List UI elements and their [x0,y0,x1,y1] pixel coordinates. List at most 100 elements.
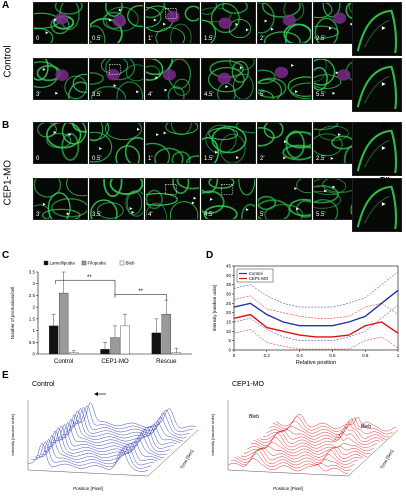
arrowhead-marker [68,133,72,137]
nucleus [282,14,297,26]
bar-filopodia [58,292,69,355]
timepoint-label: 0.5' [92,156,102,162]
inset-a2 [352,58,402,112]
lower-bound-line [233,329,399,350]
bar-lamellipodia [100,349,110,355]
micrograph-tile: 4.5' [201,178,256,220]
plot-title: CEP1-MO [232,381,264,388]
micrograph-tile: 1.5' [201,122,256,164]
cell-membrane [165,123,199,135]
cell-membrane [228,19,251,39]
significance-marker: ** [138,289,143,295]
cell-membrane [202,19,217,43]
arrowhead-marker [350,22,354,26]
cell-membrane [231,60,249,83]
timepoint-label: 3' [36,92,41,98]
cell-membrane [103,179,123,198]
upper-bound-line [233,295,399,319]
timepoint-label: 2.5' [316,156,326,162]
y-tick-label: 3 [32,281,35,286]
cell-membrane [90,131,113,163]
micrograph-tile: 3.5' [89,58,144,100]
category-label: Control [54,359,73,365]
arrowhead-marker [55,91,59,95]
inset-b1 [352,122,402,176]
arrowhead-marker [225,85,229,88]
timepoint-label: 2' [260,156,265,162]
arrowhead-marker [163,22,166,26]
bar-filopodia [161,313,172,355]
cell-membrane [72,73,87,93]
timepoint-label: 2' [260,36,265,42]
cell-membrane [170,123,192,136]
cell-membrane [146,59,174,76]
bleb-annotation: Bleb [361,424,371,430]
cell-membrane [222,3,248,14]
cell-membrane [184,5,199,22]
cell-membrane [173,78,191,96]
cell-membrane [364,75,390,104]
arrowhead-marker [295,90,298,94]
cell-membrane [331,135,355,150]
direction-arrowhead [94,392,98,396]
micrograph-image [258,179,311,219]
cell-membrane [146,189,163,210]
cell-membrane [285,130,305,159]
arrowhead-marker [118,8,122,12]
inset-image [356,185,398,230]
arrowhead-marker [164,88,168,92]
significance-bracket [55,279,116,296]
micrograph-image [34,3,83,43]
y-tick-label: 20 [226,310,232,315]
cell-membrane [356,9,398,54]
cell-membrane [282,144,311,161]
cell-membrane [127,4,143,28]
chart-e-control: Control Position [Pixel] Intensity [random… [10,381,199,491]
y-axis-label: Intensity [random units] [210,414,215,455]
kymograph-trace [75,402,197,429]
nucleus [106,68,120,81]
cell-membrane [314,185,340,204]
cell-membrane [146,7,162,28]
bleb-annotation: Bleb [249,414,259,420]
cell-membrane [124,137,143,163]
x-tick-label: 1 [397,353,400,358]
cell-membrane [314,25,340,39]
timepoint-label: 4' [148,92,153,98]
kymograph-trace [47,425,168,455]
cell-membrane [263,31,301,43]
cell-membrane [41,208,81,219]
cell-membrane [286,131,311,149]
y-tick-label: 5 [228,338,231,343]
y-tick-label: 30 [226,292,232,297]
kymograph-trace [69,406,190,436]
arrowhead-marker [163,131,167,135]
micrograph-tile: 2' [257,122,312,164]
cell-membrane [90,123,104,142]
cell-membrane [263,123,284,139]
cell-membrane [314,133,343,157]
cell-membrane [146,142,171,163]
cell-membrane [283,23,311,43]
micrograph-tile: 3' [33,178,88,220]
cell-membrane [61,123,87,145]
cell-membrane [219,133,246,163]
z-axis-label: Time [Sec] [179,449,194,470]
micrograph-image [90,3,143,43]
zoom-region-box [165,8,178,19]
cell-membrane [314,198,339,219]
cell-membrane [210,3,240,34]
cell-membrane [258,3,275,34]
cell-membrane [235,123,255,134]
timepoint-label: 0.5' [92,36,102,42]
cell-membrane [258,69,276,85]
timepoint-label: 3.5' [92,212,102,218]
category-label: Rescue [156,359,177,365]
micrograph-tile: 4.5' [201,58,256,100]
z-axis [147,429,199,477]
x-tick-label: 0.2 [264,353,271,358]
cell-membrane [169,201,199,219]
legend-label: Bleb [126,261,136,266]
arrowhead-marker [155,76,159,80]
upper-bound-line [233,271,399,308]
